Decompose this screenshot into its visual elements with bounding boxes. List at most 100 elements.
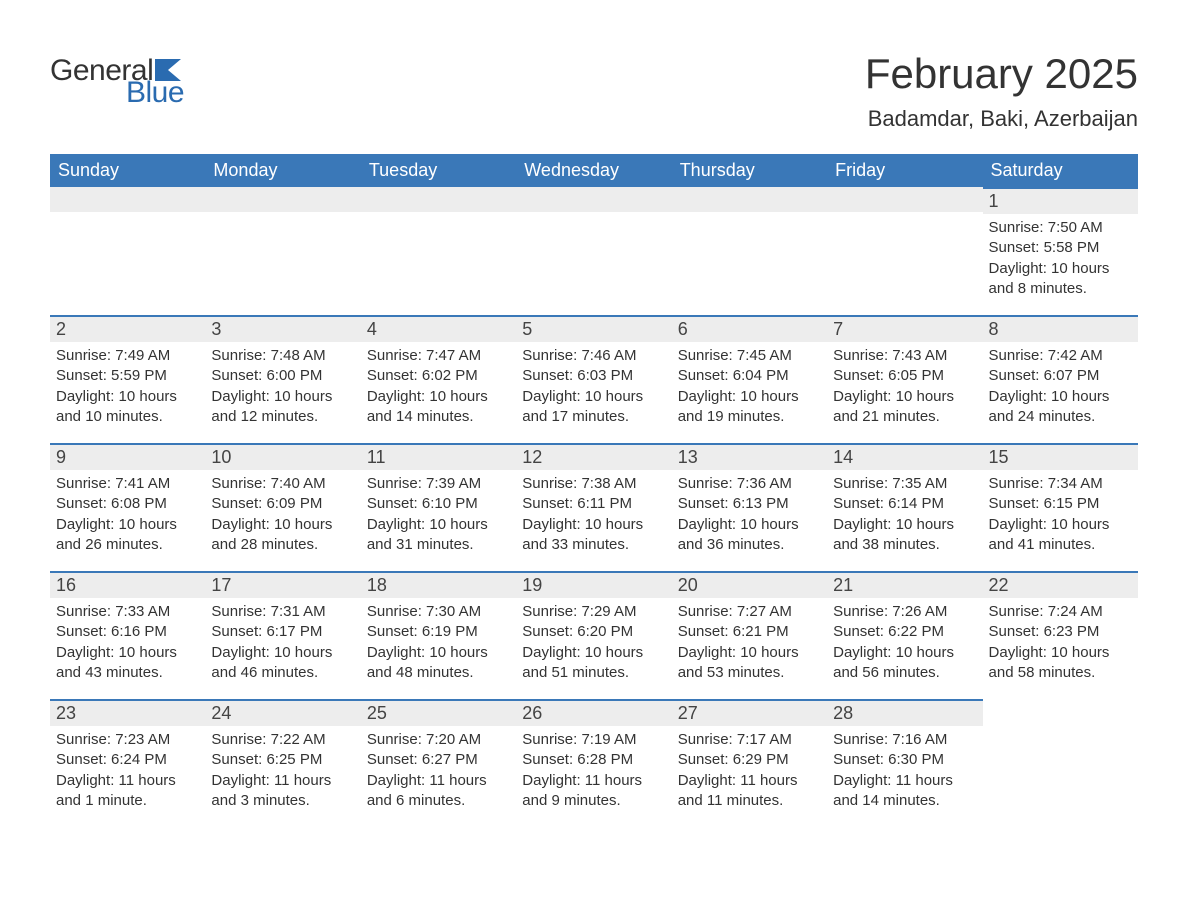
sunrise-line: Sunrise: 7:47 AM: [367, 346, 510, 366]
location-subtitle: Badamdar, Baki, Azerbaijan: [865, 106, 1138, 132]
sunset-line: Sunset: 6:29 PM: [678, 750, 821, 770]
day-body: Sunrise: 7:22 AMSunset: 6:25 PMDaylight:…: [205, 726, 360, 819]
day-body: Sunrise: 7:27 AMSunset: 6:21 PMDaylight:…: [672, 598, 827, 691]
calendar-cell: 4Sunrise: 7:47 AMSunset: 6:02 PMDaylight…: [361, 315, 516, 443]
day-wrap: 3Sunrise: 7:48 AMSunset: 6:00 PMDaylight…: [205, 315, 360, 435]
sunrise-line: Sunrise: 7:41 AM: [56, 474, 199, 494]
weekday-header: Sunday: [50, 154, 205, 187]
daylight-line: Daylight: 10 hours and 26 minutes.: [56, 515, 199, 556]
daylight-line: Daylight: 10 hours and 33 minutes.: [522, 515, 665, 556]
day-number: 20: [672, 573, 827, 598]
sunset-line: Sunset: 6:07 PM: [989, 366, 1132, 386]
daylight-line: Daylight: 11 hours and 11 minutes.: [678, 771, 821, 812]
day-number: 19: [516, 573, 671, 598]
weekday-header: Tuesday: [361, 154, 516, 187]
empty-day-bar: [672, 187, 827, 212]
sunset-line: Sunset: 6:14 PM: [833, 494, 976, 514]
day-body: Sunrise: 7:39 AMSunset: 6:10 PMDaylight:…: [361, 470, 516, 563]
sunrise-line: Sunrise: 7:36 AM: [678, 474, 821, 494]
day-wrap: 18Sunrise: 7:30 AMSunset: 6:19 PMDayligh…: [361, 571, 516, 691]
sunset-line: Sunset: 6:23 PM: [989, 622, 1132, 642]
day-wrap: 14Sunrise: 7:35 AMSunset: 6:14 PMDayligh…: [827, 443, 982, 563]
day-body: Sunrise: 7:24 AMSunset: 6:23 PMDaylight:…: [983, 598, 1138, 691]
calendar-cell: 9Sunrise: 7:41 AMSunset: 6:08 PMDaylight…: [50, 443, 205, 571]
sunrise-line: Sunrise: 7:43 AM: [833, 346, 976, 366]
calendar-cell: 16Sunrise: 7:33 AMSunset: 6:16 PMDayligh…: [50, 571, 205, 699]
day-number: 10: [205, 445, 360, 470]
calendar-cell: [827, 187, 982, 315]
day-number: 8: [983, 317, 1138, 342]
day-body: Sunrise: 7:23 AMSunset: 6:24 PMDaylight:…: [50, 726, 205, 819]
day-wrap: 13Sunrise: 7:36 AMSunset: 6:13 PMDayligh…: [672, 443, 827, 563]
day-wrap: 7Sunrise: 7:43 AMSunset: 6:05 PMDaylight…: [827, 315, 982, 435]
day-wrap: 4Sunrise: 7:47 AMSunset: 6:02 PMDaylight…: [361, 315, 516, 435]
daylight-line: Daylight: 11 hours and 1 minute.: [56, 771, 199, 812]
day-wrap: 10Sunrise: 7:40 AMSunset: 6:09 PMDayligh…: [205, 443, 360, 563]
sunset-line: Sunset: 6:15 PM: [989, 494, 1132, 514]
sunrise-line: Sunrise: 7:20 AM: [367, 730, 510, 750]
daylight-line: Daylight: 11 hours and 6 minutes.: [367, 771, 510, 812]
day-wrap: 15Sunrise: 7:34 AMSunset: 6:15 PMDayligh…: [983, 443, 1138, 563]
empty-day-bar: [205, 187, 360, 212]
day-number: 21: [827, 573, 982, 598]
daylight-line: Daylight: 11 hours and 9 minutes.: [522, 771, 665, 812]
sunrise-line: Sunrise: 7:38 AM: [522, 474, 665, 494]
empty-day: [205, 187, 360, 212]
daylight-line: Daylight: 10 hours and 12 minutes.: [211, 387, 354, 428]
sunset-line: Sunset: 6:08 PM: [56, 494, 199, 514]
calendar-cell: 7Sunrise: 7:43 AMSunset: 6:05 PMDaylight…: [827, 315, 982, 443]
sunrise-line: Sunrise: 7:27 AM: [678, 602, 821, 622]
daylight-line: Daylight: 10 hours and 56 minutes.: [833, 643, 976, 684]
day-number: 24: [205, 701, 360, 726]
calendar-cell: 13Sunrise: 7:36 AMSunset: 6:13 PMDayligh…: [672, 443, 827, 571]
daylight-line: Daylight: 10 hours and 36 minutes.: [678, 515, 821, 556]
day-body: Sunrise: 7:36 AMSunset: 6:13 PMDaylight:…: [672, 470, 827, 563]
day-wrap: 9Sunrise: 7:41 AMSunset: 6:08 PMDaylight…: [50, 443, 205, 563]
day-wrap: 1Sunrise: 7:50 AMSunset: 5:58 PMDaylight…: [983, 187, 1138, 307]
sunset-line: Sunset: 6:24 PM: [56, 750, 199, 770]
sunset-line: Sunset: 5:59 PM: [56, 366, 199, 386]
daylight-line: Daylight: 10 hours and 43 minutes.: [56, 643, 199, 684]
logo: General Blue: [50, 54, 185, 110]
day-body: Sunrise: 7:33 AMSunset: 6:16 PMDaylight:…: [50, 598, 205, 691]
day-wrap: 12Sunrise: 7:38 AMSunset: 6:11 PMDayligh…: [516, 443, 671, 563]
day-wrap: 20Sunrise: 7:27 AMSunset: 6:21 PMDayligh…: [672, 571, 827, 691]
title-block: February 2025 Badamdar, Baki, Azerbaijan: [865, 50, 1138, 146]
day-wrap: 28Sunrise: 7:16 AMSunset: 6:30 PMDayligh…: [827, 699, 982, 819]
calendar-cell: 23Sunrise: 7:23 AMSunset: 6:24 PMDayligh…: [50, 699, 205, 827]
sunrise-line: Sunrise: 7:19 AM: [522, 730, 665, 750]
empty-day: [50, 187, 205, 212]
day-body: Sunrise: 7:45 AMSunset: 6:04 PMDaylight:…: [672, 342, 827, 435]
day-wrap: 8Sunrise: 7:42 AMSunset: 6:07 PMDaylight…: [983, 315, 1138, 435]
empty-day: [672, 187, 827, 212]
calendar-cell: 12Sunrise: 7:38 AMSunset: 6:11 PMDayligh…: [516, 443, 671, 571]
sunset-line: Sunset: 6:04 PM: [678, 366, 821, 386]
calendar-table: SundayMondayTuesdayWednesdayThursdayFrid…: [50, 154, 1138, 827]
logo-text-blue: Blue: [126, 76, 184, 110]
calendar-cell: 2Sunrise: 7:49 AMSunset: 5:59 PMDaylight…: [50, 315, 205, 443]
calendar-cell: 20Sunrise: 7:27 AMSunset: 6:21 PMDayligh…: [672, 571, 827, 699]
calendar-cell: [983, 699, 1138, 827]
sunset-line: Sunset: 5:58 PM: [989, 238, 1132, 258]
daylight-line: Daylight: 11 hours and 3 minutes.: [211, 771, 354, 812]
day-body: Sunrise: 7:40 AMSunset: 6:09 PMDaylight:…: [205, 470, 360, 563]
calendar-week-row: 23Sunrise: 7:23 AMSunset: 6:24 PMDayligh…: [50, 699, 1138, 827]
day-body: Sunrise: 7:31 AMSunset: 6:17 PMDaylight:…: [205, 598, 360, 691]
sunset-line: Sunset: 6:11 PM: [522, 494, 665, 514]
daylight-line: Daylight: 10 hours and 17 minutes.: [522, 387, 665, 428]
day-wrap: 23Sunrise: 7:23 AMSunset: 6:24 PMDayligh…: [50, 699, 205, 819]
sunrise-line: Sunrise: 7:23 AM: [56, 730, 199, 750]
daylight-line: Daylight: 10 hours and 21 minutes.: [833, 387, 976, 428]
day-number: 3: [205, 317, 360, 342]
sunrise-line: Sunrise: 7:50 AM: [989, 218, 1132, 238]
day-number: 1: [983, 189, 1138, 214]
day-number: 2: [50, 317, 205, 342]
day-number: 5: [516, 317, 671, 342]
calendar-cell: 19Sunrise: 7:29 AMSunset: 6:20 PMDayligh…: [516, 571, 671, 699]
day-number: 7: [827, 317, 982, 342]
day-body: Sunrise: 7:19 AMSunset: 6:28 PMDaylight:…: [516, 726, 671, 819]
daylight-line: Daylight: 10 hours and 48 minutes.: [367, 643, 510, 684]
sunrise-line: Sunrise: 7:22 AM: [211, 730, 354, 750]
day-number: 16: [50, 573, 205, 598]
calendar-cell: 8Sunrise: 7:42 AMSunset: 6:07 PMDaylight…: [983, 315, 1138, 443]
